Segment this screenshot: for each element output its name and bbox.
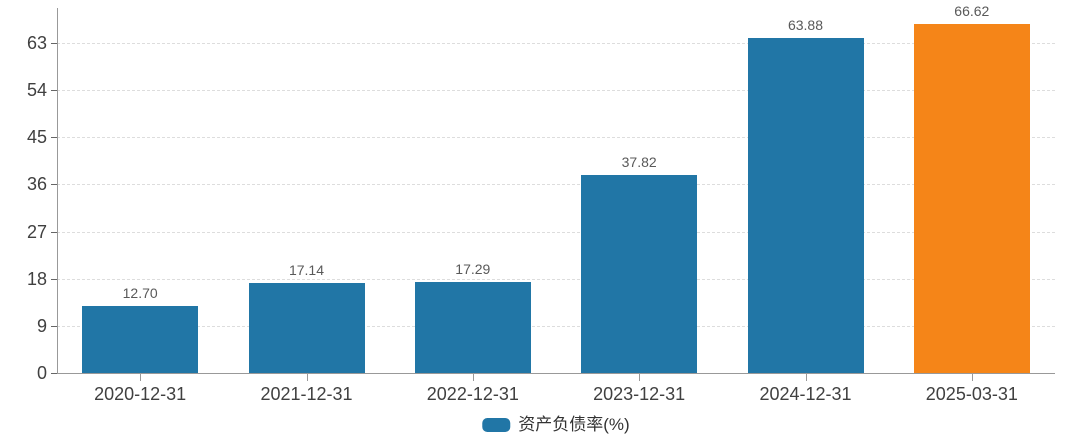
bar-value-label: 66.62 bbox=[954, 3, 990, 20]
bar-value-label: 12.70 bbox=[122, 285, 158, 302]
bar-2020-12-31[interactable] bbox=[82, 306, 199, 373]
gridline bbox=[57, 184, 1055, 186]
y-axis-tick bbox=[51, 43, 57, 44]
x-axis-line bbox=[57, 373, 1055, 374]
y-axis-tick-label: 18 bbox=[26, 268, 47, 289]
x-axis-tick bbox=[971, 374, 973, 381]
legend[interactable]: 资产负债率(%) bbox=[482, 415, 630, 434]
bar-value-label: 17.29 bbox=[455, 261, 491, 278]
x-axis-category-label: 2023-12-31 bbox=[593, 384, 686, 404]
x-axis-category-label: 2024-12-31 bbox=[759, 384, 852, 404]
y-axis-line bbox=[57, 8, 58, 373]
gridline bbox=[57, 231, 1055, 233]
y-axis-tick-label: 54 bbox=[26, 80, 47, 101]
x-axis-tick bbox=[805, 374, 807, 381]
y-axis-tick bbox=[51, 184, 57, 186]
gridline bbox=[57, 90, 1055, 92]
bar-2021-12-31[interactable] bbox=[248, 283, 365, 373]
bar-2024-12-31[interactable] bbox=[747, 38, 864, 373]
gridline bbox=[57, 43, 1055, 44]
x-axis-tick bbox=[472, 374, 474, 381]
bar-2023-12-31[interactable] bbox=[581, 174, 698, 373]
y-axis-tick-label: 27 bbox=[26, 221, 47, 242]
y-axis-tick-label: 36 bbox=[26, 174, 47, 195]
legend-label: 资产负债率(%) bbox=[518, 415, 630, 434]
y-axis-tick bbox=[51, 325, 57, 327]
legend-swatch-icon bbox=[482, 418, 511, 432]
bar-2025-03-31[interactable] bbox=[913, 24, 1030, 373]
y-axis-tick bbox=[51, 90, 57, 92]
x-axis-category-label: 2022-12-31 bbox=[426, 384, 519, 404]
y-axis-tick bbox=[51, 278, 57, 280]
y-axis-tick-label: 45 bbox=[26, 127, 47, 148]
bar-value-label: 37.82 bbox=[621, 153, 657, 170]
y-axis-tick-label: 0 bbox=[36, 363, 47, 383]
y-axis-tick-label: 9 bbox=[36, 315, 47, 336]
y-axis-tick bbox=[51, 137, 57, 139]
x-axis-tick bbox=[306, 374, 308, 381]
y-axis-tick-label: 63 bbox=[26, 33, 47, 53]
x-axis-category-label: 2021-12-31 bbox=[260, 384, 353, 404]
y-axis-tick bbox=[51, 373, 57, 374]
gridline bbox=[57, 325, 1055, 327]
x-axis-category-label: 2025-03-31 bbox=[925, 384, 1018, 404]
gridline bbox=[57, 137, 1055, 139]
x-axis-category-label: 2020-12-31 bbox=[94, 384, 187, 404]
y-axis-tick bbox=[51, 231, 57, 233]
bar-2022-12-31[interactable] bbox=[414, 282, 531, 373]
bar-value-label: 63.88 bbox=[787, 17, 824, 34]
gridline bbox=[57, 278, 1055, 280]
bar-value-label: 17.14 bbox=[288, 262, 325, 279]
x-axis-tick bbox=[639, 374, 641, 381]
x-axis-tick bbox=[140, 374, 142, 381]
